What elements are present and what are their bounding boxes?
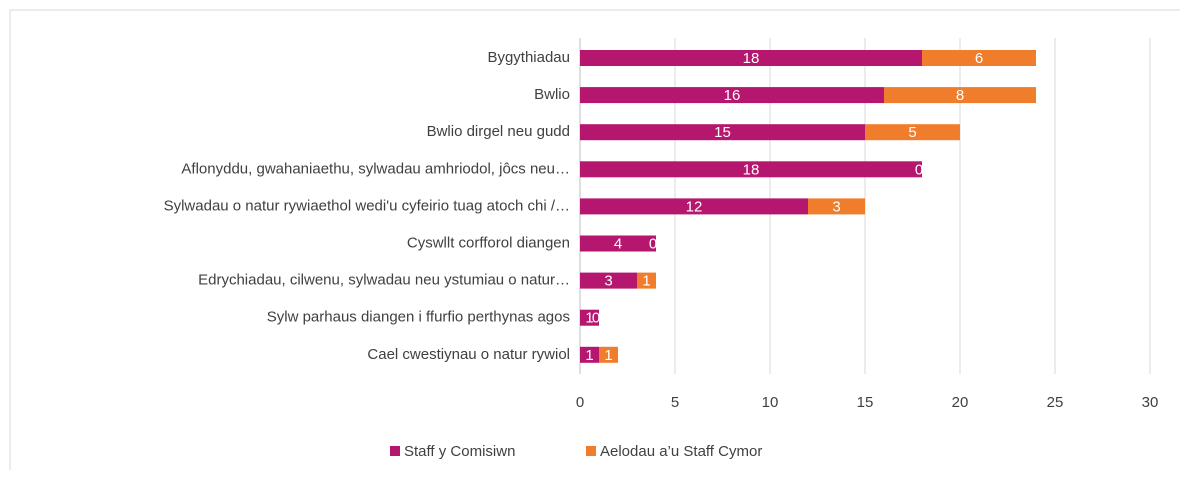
data-label: 0 [915,161,923,178]
y-tick-label: Bygythiadau [487,49,570,66]
chart-border [9,9,1180,470]
x-tick-label: 20 [952,394,969,411]
data-label: 0 [592,310,600,327]
bar-segment [599,346,618,363]
x-tick-label: 0 [576,394,584,411]
data-label: 4 [614,235,622,252]
data-label: 8 [956,87,964,104]
bar-segment [580,309,599,326]
data-label: 18 [743,50,760,67]
data-label: 16 [724,87,741,104]
legend-swatch [586,446,596,456]
bar-segment [808,198,865,215]
data-label: 12 [686,198,703,215]
x-tick-label: 30 [1142,394,1159,411]
bar-segment [580,87,884,104]
y-tick-label: Cyswllt corfforol diangen [407,234,570,251]
data-label: 1 [585,347,593,364]
x-tick-label: 15 [857,394,874,411]
bar-segment [922,50,1036,66]
bar-segment [580,235,656,252]
legend-label: Staff y Comisiwn [404,443,515,460]
data-label: 15 [714,124,731,141]
y-tick-label: Bwlio [534,86,570,103]
legend-swatch [390,446,400,456]
x-tick-label: 5 [671,394,679,411]
x-tick-label: 10 [762,394,779,411]
data-label: 3 [604,273,612,290]
bar-segment [884,87,1036,104]
data-label: 3 [832,198,840,215]
bar-segment [580,198,808,215]
bar-segment [580,272,637,289]
data-label: 1 [642,273,650,290]
data-label: 0 [649,235,657,252]
bar-segment [637,272,656,289]
data-label: 1 [585,310,593,327]
bar-segment [580,346,599,363]
data-label: 18 [743,161,760,178]
bar-segment [580,161,922,178]
y-tick-label: Cael cwestiynau o natur rywiol [367,346,570,363]
y-tick-label: Sylwadau o natur rywiaethol wedi'u cyfei… [164,197,570,214]
y-tick-label: Bwlio dirgel neu gudd [427,123,570,140]
y-tick-label: Sylw parhaus diangen i ffurfio perthynas… [267,309,570,326]
y-tick-label: Edrychiadau, cilwenu, sylwadau neu ystum… [198,272,570,289]
legend-label: Aelodau a’u Staff Cymor [600,443,762,460]
bar-segment [865,124,960,141]
data-label: 5 [908,124,916,141]
data-label: 6 [975,50,983,67]
y-tick-label: Aflonyddu, gwahaniaethu, sylwadau amhrio… [181,160,570,177]
bar-segment [580,50,922,66]
x-tick-label: 25 [1047,394,1064,411]
data-label: 1 [604,347,612,364]
bar-segment [580,124,865,141]
